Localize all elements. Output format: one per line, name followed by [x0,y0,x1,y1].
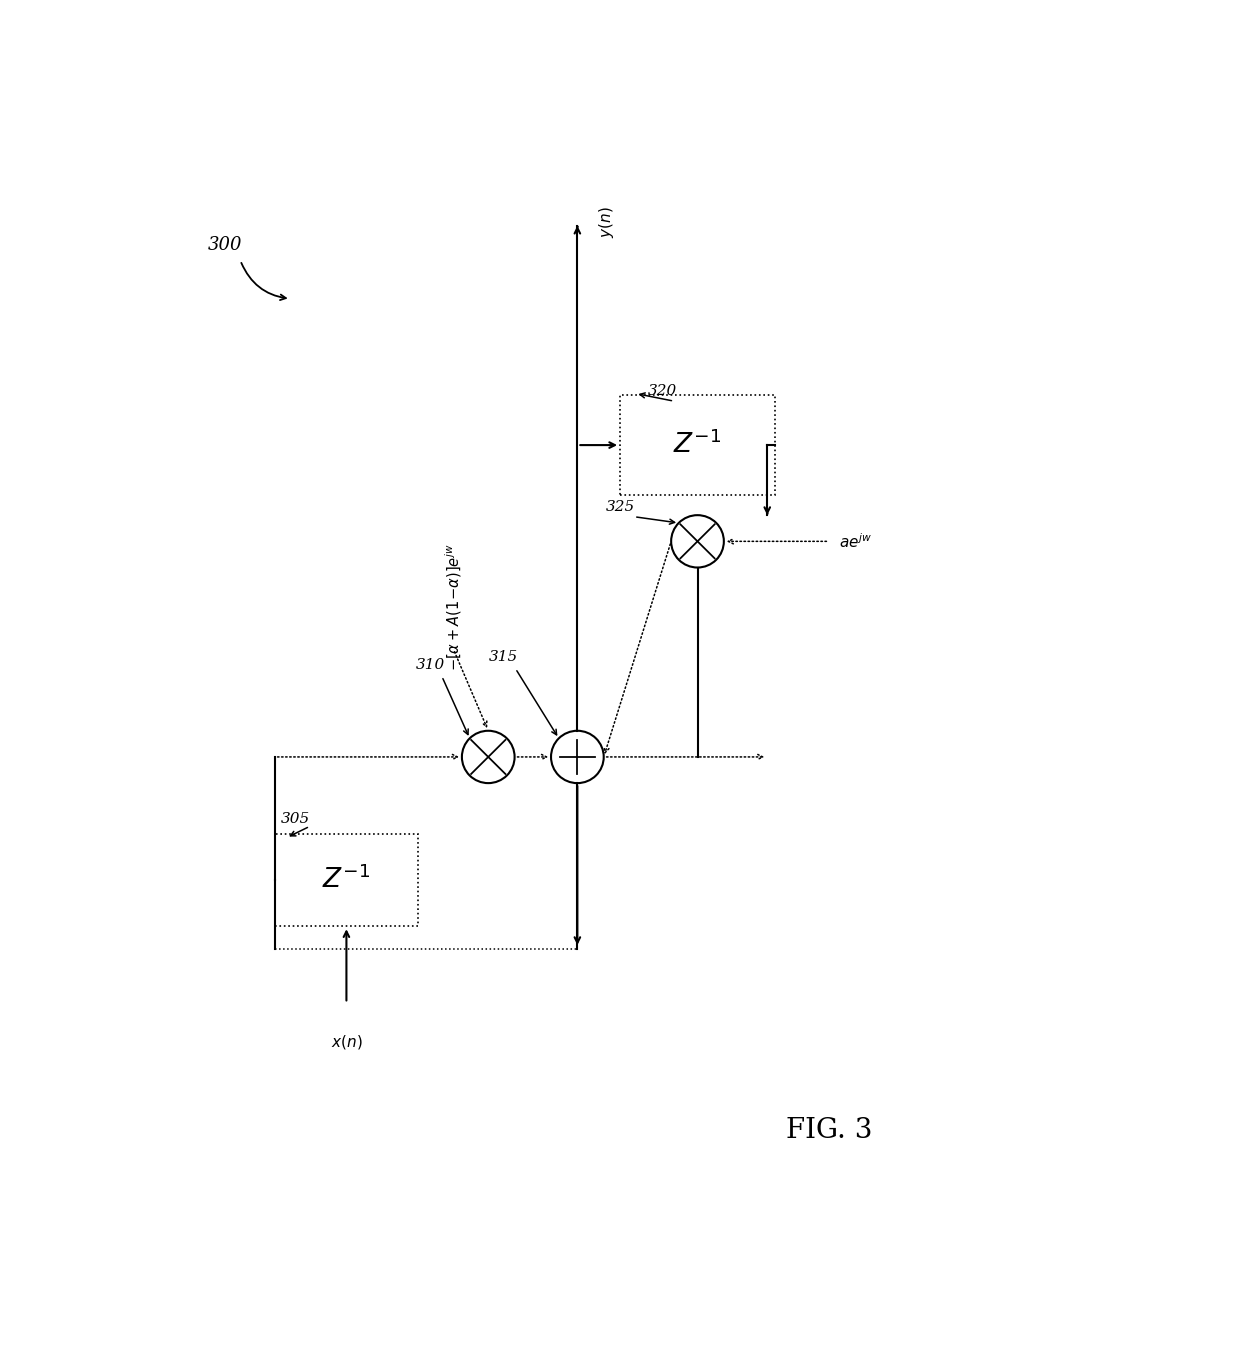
Text: $-[\alpha+A(1\!-\!\alpha)]e^{jw}$: $-[\alpha+A(1\!-\!\alpha)]e^{jw}$ [443,543,464,671]
Text: 310: 310 [415,658,445,671]
Text: 315: 315 [489,649,518,664]
Bar [620,395,775,495]
Text: 305: 305 [280,812,310,826]
Text: 300: 300 [207,236,242,254]
Text: $ae^{jw}$: $ae^{jw}$ [838,532,872,551]
Text: FIG. 3: FIG. 3 [786,1117,873,1144]
Text: 325: 325 [605,500,635,514]
Text: $Z^{-1}$: $Z^{-1}$ [673,429,722,458]
Text: 320: 320 [649,384,677,398]
Bar [275,834,418,927]
Text: $y(n)$: $y(n)$ [596,206,616,238]
Text: $x(n)$: $x(n)$ [331,1032,362,1051]
Text: $Z^{-1}$: $Z^{-1}$ [322,864,371,893]
